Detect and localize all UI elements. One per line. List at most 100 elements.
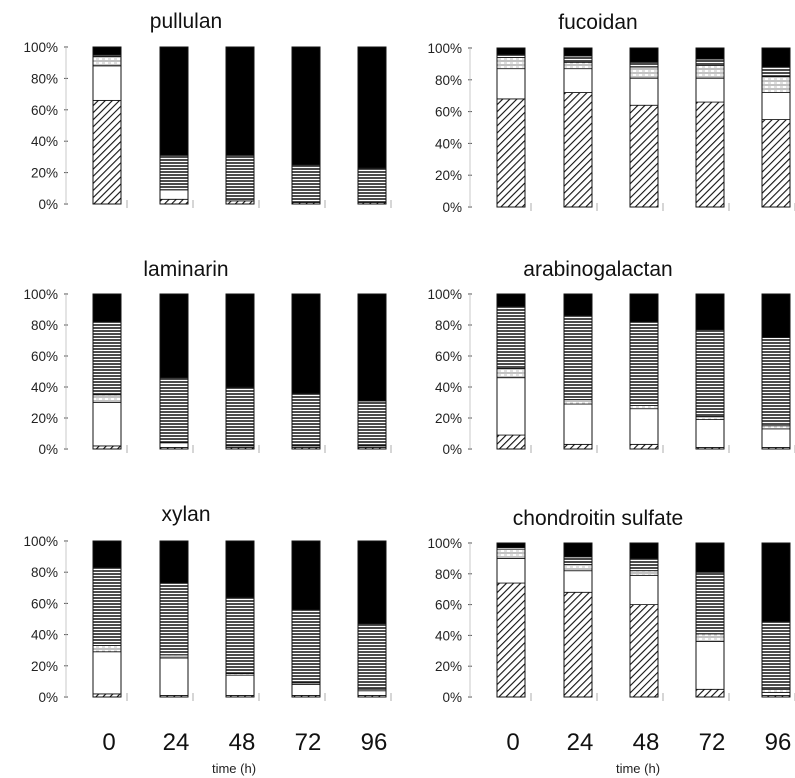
y-tick-label: 40% bbox=[435, 136, 462, 151]
panel-title: chondroitin sulfate bbox=[513, 507, 683, 530]
bar-outline bbox=[695, 47, 725, 208]
bar-segment-light bbox=[159, 654, 189, 659]
bar-segment-light bbox=[92, 56, 122, 67]
bar-segment-white bbox=[563, 570, 593, 593]
bar-segment-black bbox=[225, 540, 255, 598]
stacked-bar bbox=[563, 542, 593, 698]
bar-segment-light bbox=[761, 425, 791, 430]
bar-segment-black bbox=[496, 293, 526, 307]
bar-segment-diagonal bbox=[695, 101, 725, 208]
x-tick-label: 72 bbox=[699, 729, 726, 756]
x-tick-label: 48 bbox=[229, 729, 256, 756]
bar-segment-diagonal bbox=[629, 443, 659, 450]
bar-segment-white bbox=[761, 691, 791, 696]
x-tick-label: 24 bbox=[567, 729, 594, 756]
bar-segment-light bbox=[695, 633, 725, 642]
bar-segment-horizontal bbox=[357, 167, 387, 203]
bar-segment-light bbox=[563, 398, 593, 405]
bar-segment-horizontal bbox=[496, 305, 526, 369]
bar-segment-black bbox=[357, 46, 387, 169]
stacked-bar bbox=[159, 46, 189, 205]
y-tick-label: 40% bbox=[31, 628, 58, 643]
y-tick-label: 0% bbox=[38, 197, 58, 212]
bar-segment-horizontal bbox=[357, 400, 387, 447]
y-tick-label: 40% bbox=[435, 628, 462, 643]
bar-segment-white bbox=[695, 641, 725, 690]
bar-segment-white bbox=[92, 402, 122, 447]
chart-panel: xylan 0% 20% 40% 60% 80% 100% bbox=[23, 503, 392, 705]
y-tick-label: 20% bbox=[31, 411, 58, 426]
stacked-bar bbox=[761, 293, 791, 450]
bar-segment-horizontal bbox=[225, 154, 255, 200]
bar-segment-black bbox=[225, 293, 255, 388]
bar-segment-diagonal bbox=[629, 104, 659, 208]
stacked-bar bbox=[225, 46, 255, 205]
bar-outline bbox=[695, 542, 725, 698]
panel-title: arabinogalactan bbox=[523, 258, 672, 281]
bar-segment-black bbox=[357, 540, 387, 625]
bar-segment-light bbox=[496, 57, 526, 70]
chart-panel: pullulan 0% 20% 40% 60% 80% 100% bbox=[23, 10, 392, 212]
bar-segment-black bbox=[496, 542, 526, 549]
bar-segment-horizontal bbox=[563, 55, 593, 63]
bar-segment-white bbox=[761, 92, 791, 120]
y-tick-label: 60% bbox=[435, 105, 462, 120]
stacked-bar bbox=[629, 293, 659, 450]
bar-segment-white bbox=[357, 690, 387, 696]
bar-outline bbox=[496, 542, 526, 698]
bar-segment-black bbox=[563, 293, 593, 317]
stacked-bar bbox=[225, 293, 255, 450]
stacked-bar bbox=[563, 47, 593, 208]
bar-segment-light bbox=[92, 394, 122, 403]
bar-segment-horizontal bbox=[357, 623, 387, 690]
bar-segment-light bbox=[496, 548, 526, 559]
bar-segment-black bbox=[225, 46, 255, 156]
bar-segment-horizontal bbox=[92, 567, 122, 646]
y-tick-label: 60% bbox=[31, 349, 58, 364]
bar-segment-horizontal bbox=[695, 58, 725, 66]
bar-segment-white bbox=[92, 651, 122, 695]
stacked-bar bbox=[563, 293, 593, 450]
bar-segment-black bbox=[761, 542, 791, 622]
bar-segment-light bbox=[563, 564, 593, 572]
y-tick-label: 100% bbox=[427, 536, 462, 551]
stacked-bar bbox=[92, 293, 122, 450]
y-tick-label: 40% bbox=[31, 134, 58, 149]
x-tick-label: 96 bbox=[765, 729, 792, 756]
bar-segment-black bbox=[761, 293, 791, 338]
bar-segment-horizontal bbox=[496, 53, 526, 58]
y-tick-label: 20% bbox=[435, 659, 462, 674]
chart-panel: fucoidan 0% 20% 40% 60% 80% 100% bbox=[427, 11, 795, 215]
bar-segment-light bbox=[629, 570, 659, 576]
bar-outline bbox=[92, 46, 122, 205]
bar-segment-white bbox=[159, 442, 189, 448]
stacked-bar bbox=[291, 540, 321, 698]
bar-segment-light bbox=[695, 65, 725, 79]
bar-segment-light bbox=[496, 367, 526, 379]
bar-segment-black bbox=[92, 540, 122, 568]
bar-segment-white bbox=[629, 77, 659, 106]
panel-title: fucoidan bbox=[558, 11, 637, 34]
x-tick-label: 24 bbox=[163, 729, 190, 756]
y-tick-label: 60% bbox=[435, 598, 462, 613]
stacked-bar bbox=[496, 542, 526, 698]
bar-outline bbox=[357, 46, 387, 205]
bar-segment-white bbox=[291, 684, 321, 696]
y-tick-label: 60% bbox=[31, 103, 58, 118]
y-tick-label: 40% bbox=[435, 380, 462, 395]
bar-segment-horizontal bbox=[159, 154, 189, 191]
bar-segment-diagonal bbox=[761, 119, 791, 208]
bar-segment-white bbox=[695, 77, 725, 103]
bar-segment-white bbox=[629, 574, 659, 606]
y-tick-label: 40% bbox=[31, 380, 58, 395]
bar-outline bbox=[357, 540, 387, 698]
bar-segment-horizontal bbox=[761, 66, 791, 78]
bar-segment-black bbox=[695, 47, 725, 60]
bar-segment-black bbox=[92, 46, 122, 56]
bar-segment-light bbox=[629, 66, 659, 79]
y-tick-label: 0% bbox=[38, 690, 58, 705]
stacked-bar bbox=[695, 47, 725, 208]
bar-segment-black bbox=[291, 540, 321, 611]
bar-segment-white bbox=[159, 657, 189, 696]
